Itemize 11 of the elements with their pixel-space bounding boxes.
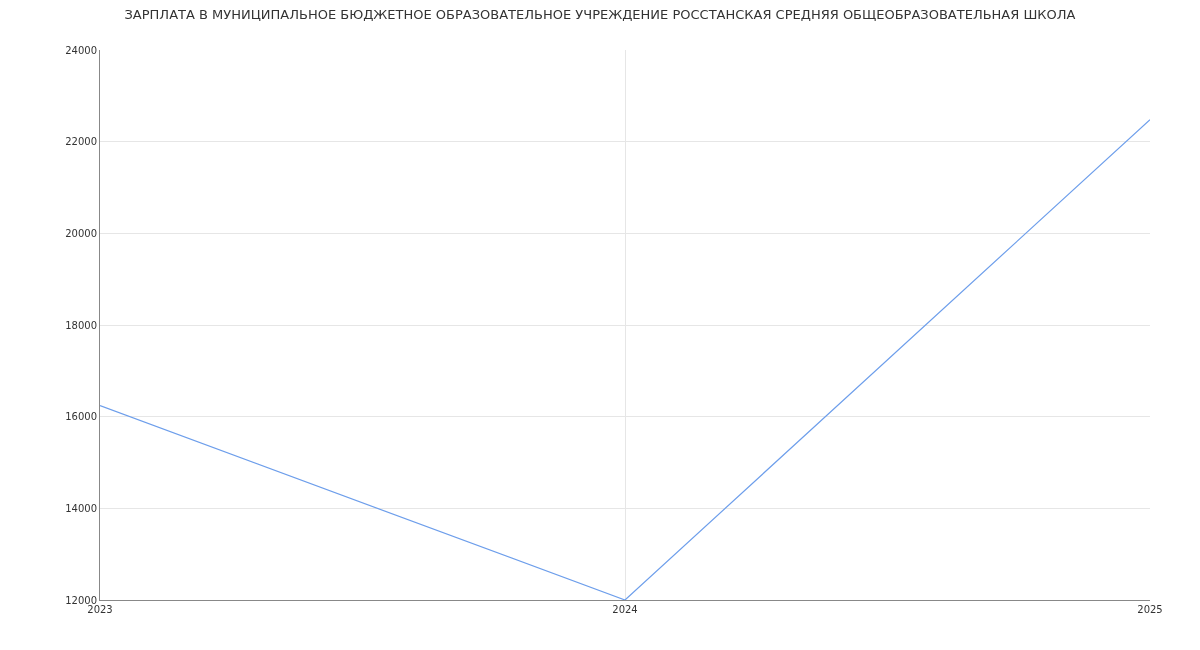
y-tick-label: 20000 [65, 227, 97, 239]
y-tick-label: 16000 [65, 411, 97, 423]
y-tick-label: 24000 [65, 44, 97, 56]
y-tick-label: 22000 [65, 136, 97, 148]
y-tick-label: 12000 [65, 594, 97, 606]
x-tick-label: 2023 [87, 604, 113, 615]
y-tick-label: 18000 [65, 319, 97, 331]
y-tick-label: 14000 [65, 502, 97, 514]
x-tick-label: 2024 [612, 604, 638, 615]
x-tick-label: 2025 [1137, 604, 1163, 615]
chart-title: ЗАРПЛАТА В МУНИЦИПАЛЬНОЕ БЮДЖЕТНОЕ ОБРАЗОВАТЕЛЬНОЕ УЧРЕЖДЕНИЕ РОССТАНСКАЯ СРЕДНЯЯ ОБЩЕОБРАЗОВАТЕЛЬНАЯ ШКОЛА [124, 6, 1076, 22]
